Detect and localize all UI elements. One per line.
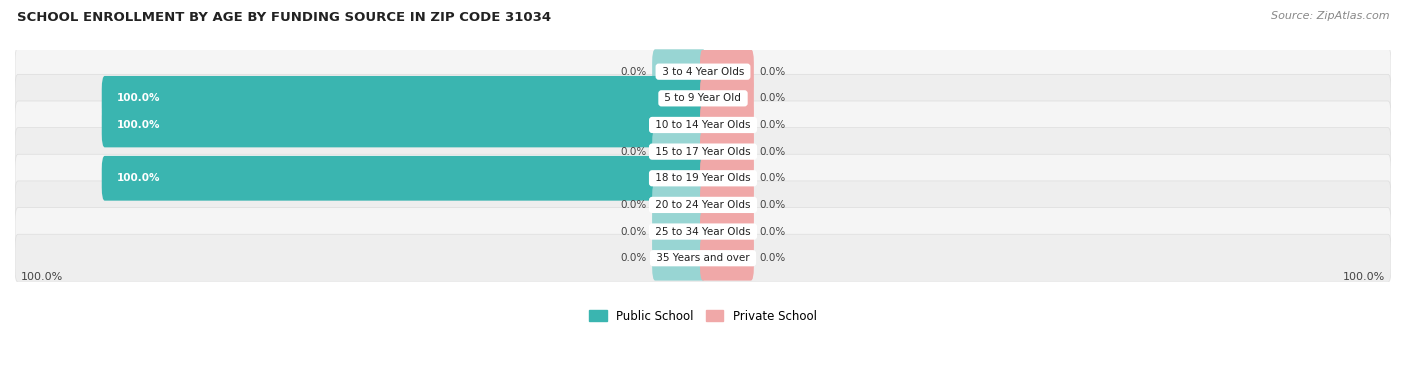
FancyBboxPatch shape: [652, 49, 706, 94]
FancyBboxPatch shape: [700, 209, 754, 254]
FancyBboxPatch shape: [700, 156, 754, 201]
Text: 18 to 19 Year Olds: 18 to 19 Year Olds: [652, 173, 754, 183]
FancyBboxPatch shape: [652, 183, 706, 227]
FancyBboxPatch shape: [15, 48, 1391, 96]
FancyBboxPatch shape: [15, 234, 1391, 282]
FancyBboxPatch shape: [652, 129, 706, 174]
Text: 0.0%: 0.0%: [759, 173, 786, 183]
Text: SCHOOL ENROLLMENT BY AGE BY FUNDING SOURCE IN ZIP CODE 31034: SCHOOL ENROLLMENT BY AGE BY FUNDING SOUR…: [17, 11, 551, 24]
Text: 0.0%: 0.0%: [759, 253, 786, 263]
Text: 100.0%: 100.0%: [21, 273, 63, 282]
Text: 100.0%: 100.0%: [117, 93, 160, 103]
Text: 100.0%: 100.0%: [117, 173, 160, 183]
Text: 0.0%: 0.0%: [759, 147, 786, 156]
Text: 15 to 17 Year Olds: 15 to 17 Year Olds: [652, 147, 754, 156]
Text: 0.0%: 0.0%: [620, 200, 647, 210]
FancyBboxPatch shape: [15, 74, 1391, 122]
Text: 25 to 34 Year Olds: 25 to 34 Year Olds: [652, 226, 754, 237]
FancyBboxPatch shape: [700, 49, 754, 94]
Text: 0.0%: 0.0%: [759, 120, 786, 130]
Text: 0.0%: 0.0%: [620, 226, 647, 237]
FancyBboxPatch shape: [15, 128, 1391, 176]
Text: Source: ZipAtlas.com: Source: ZipAtlas.com: [1271, 11, 1389, 21]
FancyBboxPatch shape: [700, 183, 754, 227]
Text: 0.0%: 0.0%: [620, 253, 647, 263]
Text: 0.0%: 0.0%: [620, 67, 647, 77]
FancyBboxPatch shape: [15, 154, 1391, 202]
Text: 3 to 4 Year Olds: 3 to 4 Year Olds: [658, 67, 748, 77]
Text: 10 to 14 Year Olds: 10 to 14 Year Olds: [652, 120, 754, 130]
FancyBboxPatch shape: [15, 208, 1391, 256]
Text: 20 to 24 Year Olds: 20 to 24 Year Olds: [652, 200, 754, 210]
FancyBboxPatch shape: [15, 101, 1391, 149]
FancyBboxPatch shape: [700, 76, 754, 121]
FancyBboxPatch shape: [652, 236, 706, 280]
FancyBboxPatch shape: [101, 156, 706, 201]
Text: 0.0%: 0.0%: [759, 93, 786, 103]
Text: 0.0%: 0.0%: [759, 200, 786, 210]
Legend: Public School, Private School: Public School, Private School: [585, 305, 821, 327]
FancyBboxPatch shape: [700, 236, 754, 280]
Text: 100.0%: 100.0%: [117, 120, 160, 130]
Text: 35 Years and over: 35 Years and over: [652, 253, 754, 263]
Text: 100.0%: 100.0%: [1343, 273, 1385, 282]
FancyBboxPatch shape: [15, 181, 1391, 229]
FancyBboxPatch shape: [652, 209, 706, 254]
Text: 0.0%: 0.0%: [759, 67, 786, 77]
FancyBboxPatch shape: [700, 129, 754, 174]
Text: 5 to 9 Year Old: 5 to 9 Year Old: [661, 93, 745, 103]
FancyBboxPatch shape: [101, 102, 706, 147]
FancyBboxPatch shape: [101, 76, 706, 121]
Text: 0.0%: 0.0%: [620, 147, 647, 156]
FancyBboxPatch shape: [700, 102, 754, 147]
Text: 0.0%: 0.0%: [759, 226, 786, 237]
